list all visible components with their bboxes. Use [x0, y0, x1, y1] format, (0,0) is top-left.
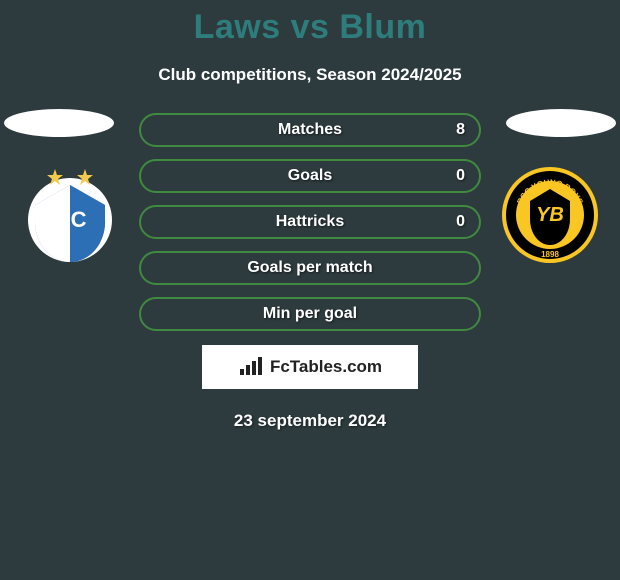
brand-footer[interactable]: FcTables.com	[202, 345, 418, 389]
bars-icon	[238, 357, 264, 377]
svg-text:1898: 1898	[541, 250, 559, 259]
club-badge-right: YB BSC YOUNG BOYS 1898	[500, 165, 600, 265]
young-boys-logo-icon: YB BSC YOUNG BOYS 1898	[500, 165, 600, 265]
stat-label: Hattricks	[276, 213, 344, 231]
stat-label: Matches	[278, 121, 342, 139]
stat-label: Goals per match	[247, 259, 372, 277]
stats-list: Matches 8 Goals 0 Hattricks 0 Goals per …	[139, 113, 481, 331]
page-title: Laws vs Blum	[0, 0, 620, 47]
svg-text:YB: YB	[536, 204, 564, 226]
stat-row-matches: Matches 8	[139, 113, 481, 147]
date-label: 23 september 2024	[0, 411, 620, 431]
stat-row-min-per-goal: Min per goal	[139, 297, 481, 331]
svg-text:GC: GC	[54, 207, 87, 232]
grasshopper-logo-icon: GC	[20, 165, 120, 265]
player-ellipse-right	[506, 109, 616, 137]
club-badge-left: GC	[20, 165, 120, 265]
brand-label: FcTables.com	[270, 357, 382, 377]
player-ellipse-left	[4, 109, 114, 137]
stat-right-value: 8	[456, 121, 465, 139]
stat-row-goals-per-match: Goals per match	[139, 251, 481, 285]
stat-label: Goals	[288, 167, 332, 185]
stat-right-value: 0	[456, 167, 465, 185]
stat-row-hattricks: Hattricks 0	[139, 205, 481, 239]
stat-right-value: 0	[456, 213, 465, 231]
page-subtitle: Club competitions, Season 2024/2025	[0, 65, 620, 85]
stat-row-goals: Goals 0	[139, 159, 481, 193]
content-area: GC YB BSC YOUNG BOYS 1898 Matches 8 Goal…	[0, 113, 620, 431]
stat-label: Min per goal	[263, 305, 357, 323]
